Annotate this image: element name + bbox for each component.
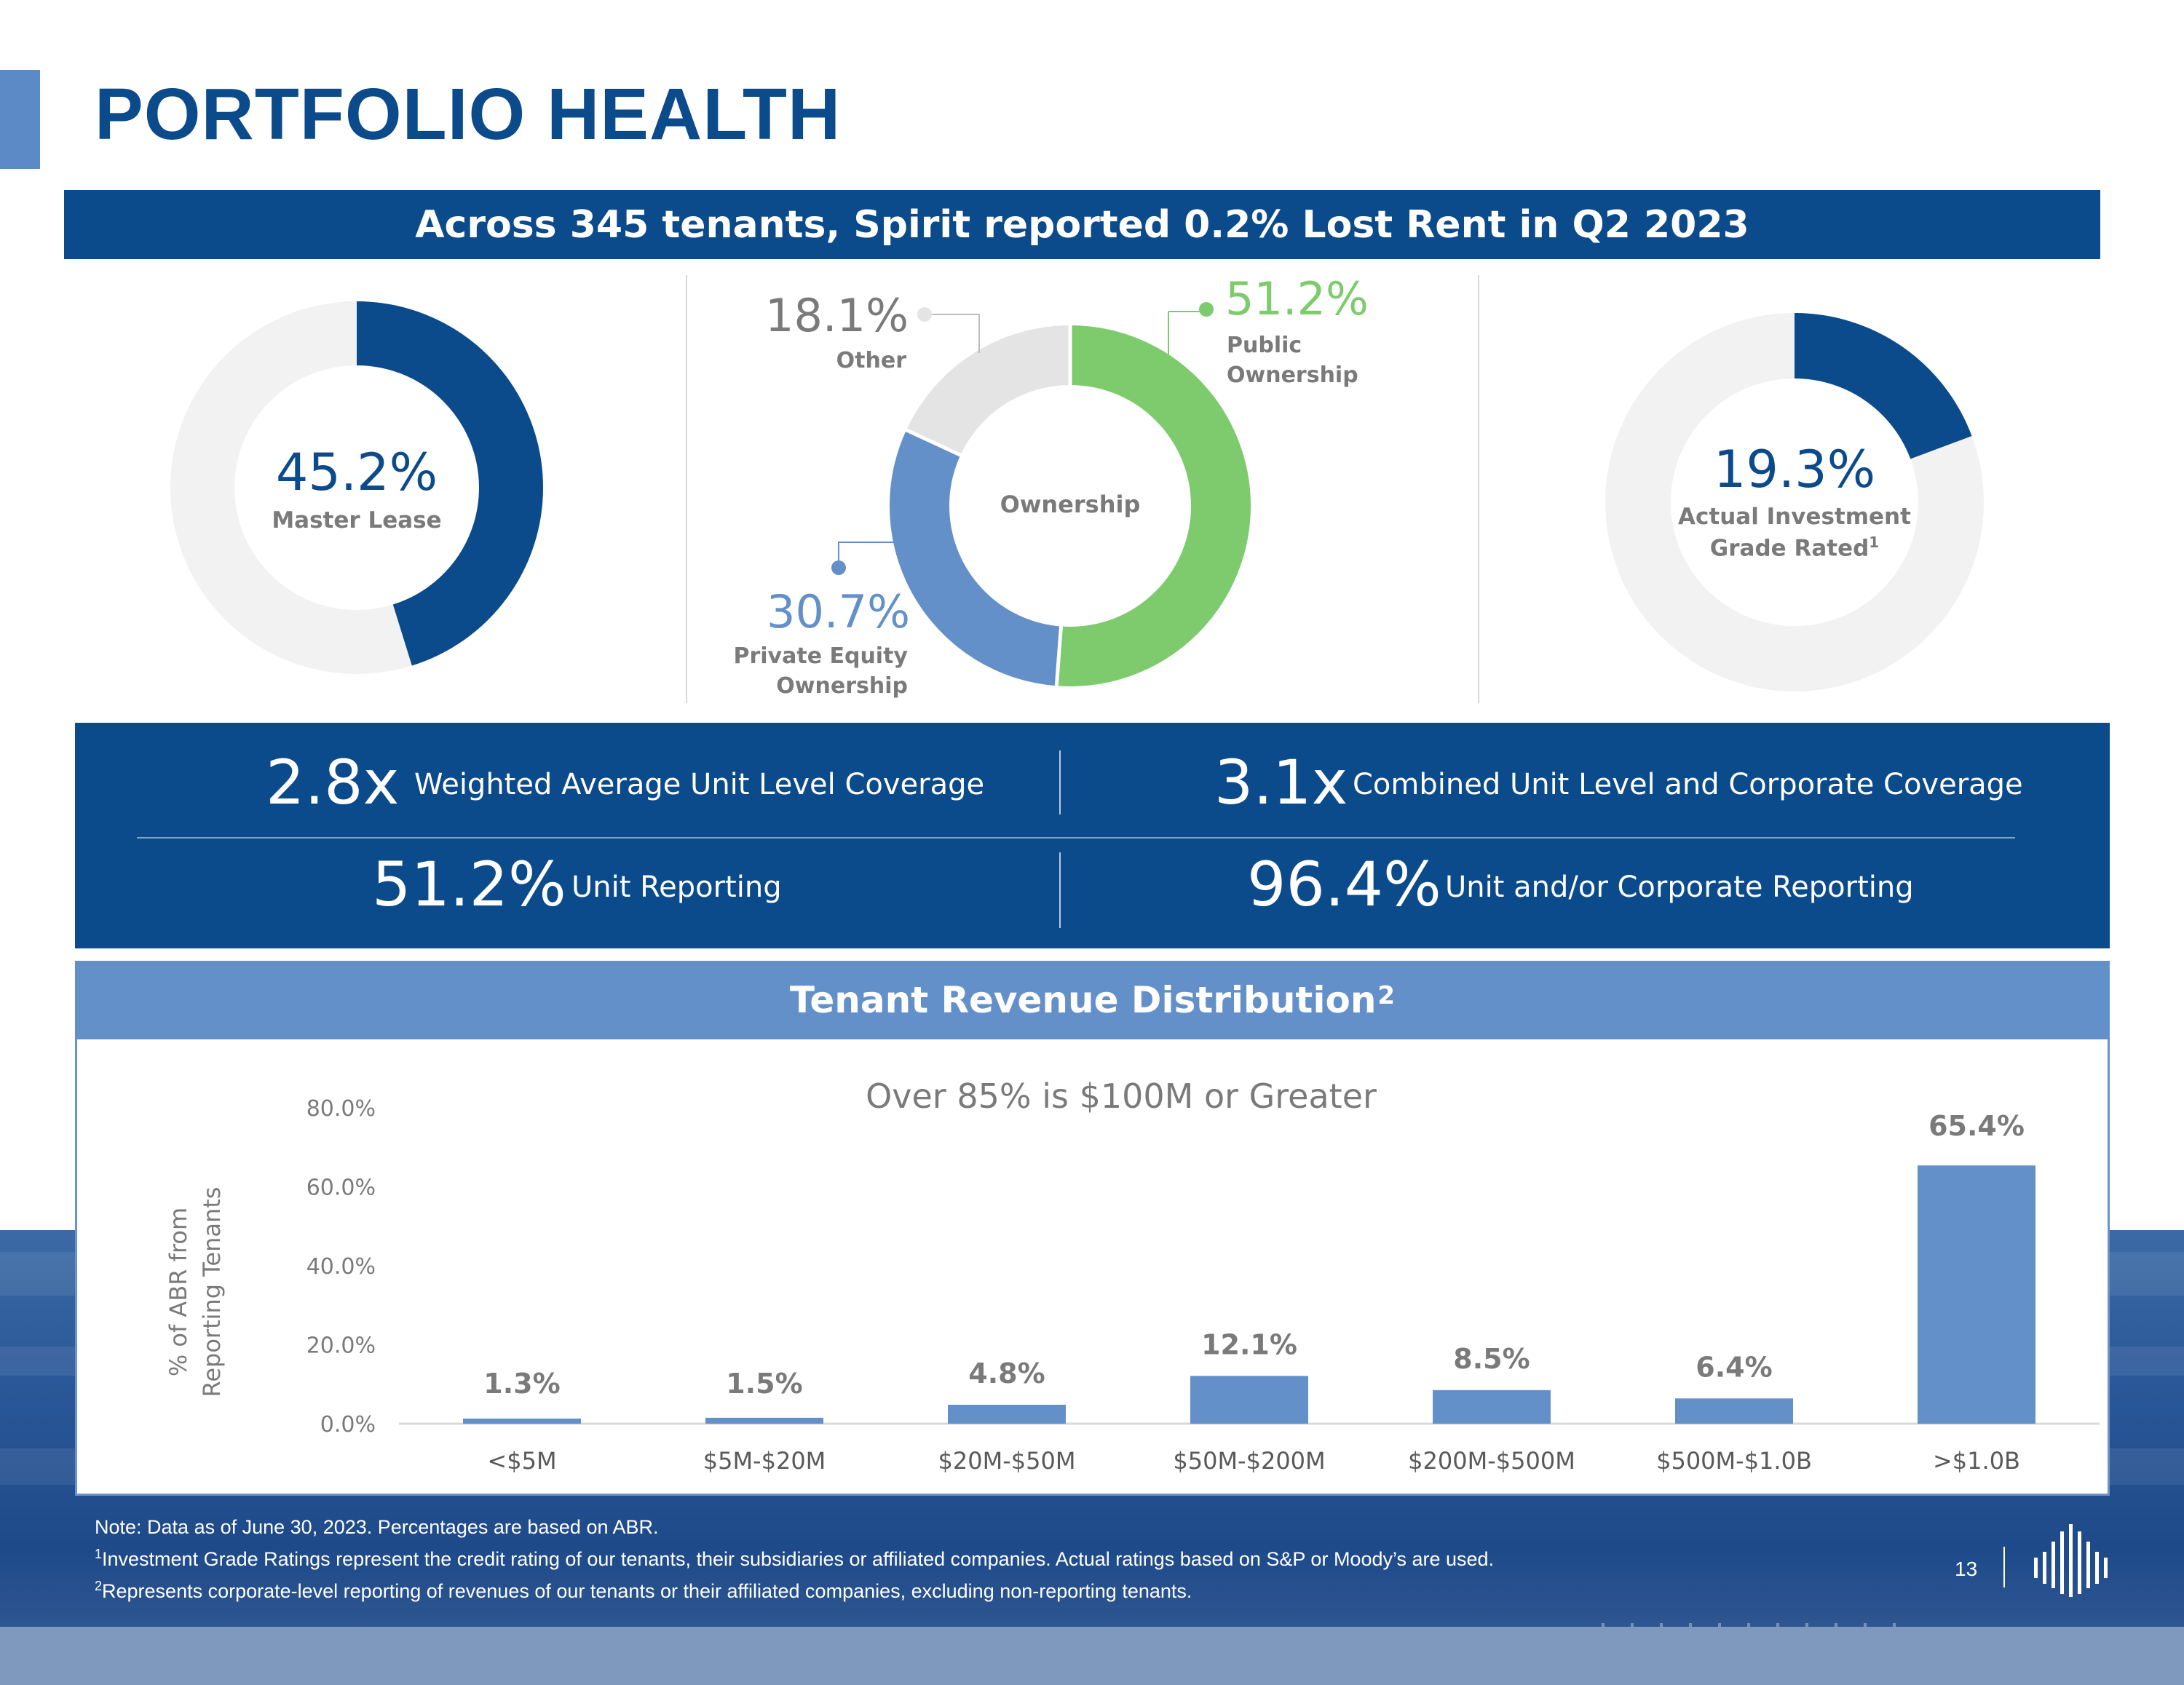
revenue-distribution-header: Tenant Revenue Distribution 2: [75, 961, 2110, 1039]
bar: [1675, 1398, 1793, 1424]
master-lease-arc: [170, 301, 543, 674]
master-lease-donut: [170, 301, 543, 674]
pe-ownership-label-line1: Private Equity: [733, 643, 908, 669]
pe-callout-dot: [831, 560, 846, 575]
chart-title: Over 85% is $100M or Greater: [866, 1077, 1377, 1116]
other-callout-dot: [917, 307, 932, 322]
combined-coverage-label: Combined Unit Level and Corporate Covera…: [1353, 768, 2023, 801]
bar-value-label: 1.3%: [483, 1368, 560, 1400]
pe-ownership-value: 30.7%: [767, 585, 910, 638]
revenue-bar-chart: Over 85% is $100M or Greater % of ABR fr…: [165, 1077, 2100, 1475]
revenue-header-text: Tenant Revenue Distribution: [789, 979, 1377, 1021]
bar-value-label: 12.1%: [1201, 1328, 1297, 1360]
page-number: 13: [1955, 1558, 1978, 1580]
other-value: 18.1%: [765, 289, 909, 342]
investment-grade-label-line2: Grade Rated: [1709, 535, 1870, 562]
ownership-slice-separator: [904, 427, 963, 458]
ownership-donut: [890, 324, 1251, 688]
y-axis-label-line2: Reporting Tenants: [198, 1187, 226, 1397]
panel-divider: [1478, 275, 1479, 703]
ownership-slice-separator: [1054, 625, 1064, 688]
master-lease-value: 45.2%: [275, 443, 438, 502]
revenue-header-footnote: 2: [1377, 981, 1396, 1010]
investment-grade-donut: [1605, 313, 1984, 691]
x-tick-label: $50M-$200M: [1173, 1447, 1325, 1475]
bottom-strip: [0, 1627, 2184, 1685]
metrics-divider-bottom: [1059, 852, 1061, 928]
bar-value-label: 4.8%: [968, 1357, 1045, 1389]
bar: [1433, 1389, 1551, 1424]
investment-grade-footnote: 1: [1869, 533, 1880, 551]
pe-ownership-label-line2: Ownership: [776, 673, 908, 699]
investment-grade-arc: [1605, 313, 1984, 691]
summary-banner: Across 345 tenants, Spirit reported 0.2%…: [64, 190, 2100, 259]
x-tick-label: $200M-$500M: [1408, 1447, 1575, 1475]
footnote-1-mark: 1: [95, 1547, 103, 1561]
metrics-divider-top: [1059, 750, 1061, 814]
bar: [705, 1417, 823, 1424]
panel-divider: [686, 275, 687, 703]
y-tick-label: 0.0%: [320, 1412, 376, 1438]
public-ownership-label: Public Ownership: [1227, 331, 1358, 390]
x-tick-label: <$5M: [487, 1447, 556, 1475]
bar-value-label: 65.4%: [1928, 1110, 2025, 1142]
page-title: PORTFOLIO HEALTH: [95, 74, 842, 155]
ownership-callout-lines: [831, 302, 1214, 575]
investment-grade-value: 19.3%: [1713, 440, 1876, 499]
combined-coverage-value: 3.1x: [1214, 747, 1348, 818]
y-axis-label: % of ABR from Reporting Tenants: [165, 1187, 226, 1397]
unit-reporting-value: 51.2%: [372, 849, 566, 920]
y-tick-label: 80.0%: [306, 1096, 376, 1122]
bar: [1918, 1165, 2035, 1424]
bar-value-label: 6.4%: [1696, 1351, 1772, 1383]
y-axis-label-line1: % of ABR from: [165, 1208, 192, 1376]
footnote-2: Represents corporate-level reporting of …: [102, 1580, 1192, 1602]
y-tick-label: 20.0%: [306, 1333, 376, 1359]
investment-grade-label-line1: Actual Investment: [1678, 504, 1911, 530]
spirit-logo-icon: [2034, 1524, 2108, 1597]
bar-value-label: 1.5%: [726, 1368, 802, 1400]
bar: [1190, 1376, 1308, 1424]
bar: [948, 1404, 1066, 1424]
corporate-reporting-label: Unit and/or Corporate Reporting: [1445, 871, 1914, 904]
coverage-metrics-panel: 2.8x Weighted Average Unit Level Coverag…: [75, 723, 2110, 948]
x-tick-label: >$1.0B: [1933, 1447, 2020, 1475]
public-ownership-label-line2: Ownership: [1227, 362, 1358, 388]
ownership-center-label: Ownership: [1000, 491, 1141, 518]
footnote-1: Investment Grade Ratings represent the c…: [102, 1548, 1495, 1570]
investment-grade-label: Actual Investment Grade Rated1: [1602, 502, 1987, 564]
y-tick-label: 40.0%: [306, 1254, 376, 1280]
corporate-reporting-value: 96.4%: [1247, 849, 1441, 920]
public-ownership-label-line1: Public: [1227, 333, 1302, 358]
footnotes: Note: Data as of June 30, 2023. Percenta…: [95, 1514, 1494, 1605]
title-accent-bar: [0, 70, 40, 169]
x-tick-label: $20M-$50M: [938, 1447, 1076, 1475]
other-label: Other: [836, 348, 906, 373]
metrics-divider-horizontal: [137, 837, 2015, 838]
footnote-data-note: Note: Data as of June 30, 2023. Percenta…: [95, 1516, 659, 1538]
bar: [463, 1418, 581, 1424]
master-lease-label: Master Lease: [272, 507, 442, 534]
public-callout-dot: [1199, 302, 1214, 317]
logo-separator: [2003, 1547, 2005, 1587]
x-tick-label: $500M-$1.0B: [1656, 1447, 1812, 1475]
unit-level-coverage-value: 2.8x: [266, 747, 400, 818]
ownership-slice-1: [890, 325, 1251, 686]
unit-level-coverage-label: Weighted Average Unit Level Coverage: [414, 768, 985, 801]
bar-value-label: 8.5%: [1453, 1343, 1530, 1375]
unit-reporting-label: Unit Reporting: [571, 871, 782, 904]
public-ownership-value: 51.2%: [1225, 272, 1369, 325]
footnote-2-mark: 2: [95, 1579, 103, 1593]
pe-ownership-label: Private Equity Ownership: [699, 642, 908, 701]
y-tick-label: 60.0%: [306, 1175, 376, 1201]
x-tick-label: $5M-$20M: [703, 1447, 826, 1475]
